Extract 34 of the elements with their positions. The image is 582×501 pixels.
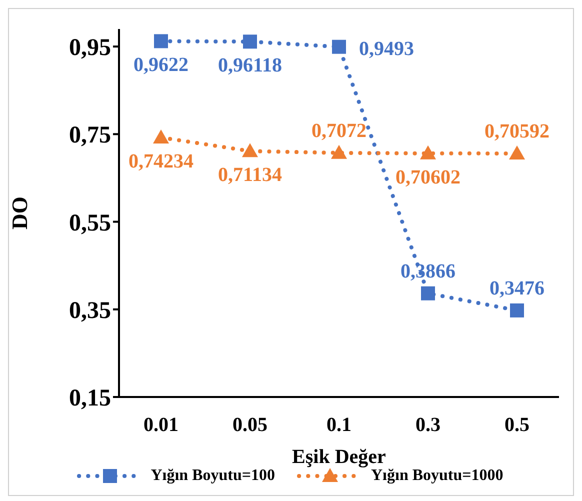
point: [332, 40, 346, 54]
y-tick-label: 0,75: [69, 122, 111, 149]
data-label: 0,70602: [396, 166, 460, 188]
data-label: 0,74234: [128, 150, 194, 172]
point: [242, 143, 258, 158]
x-tick-label: 0.01: [144, 414, 178, 436]
legend-label: Yığın Boyutu=1000: [371, 467, 504, 485]
point: [331, 144, 347, 159]
point: [510, 303, 524, 318]
y-tick-label: 0,55: [69, 210, 111, 236]
point: [509, 145, 525, 160]
data-label: 0,9493: [359, 38, 414, 60]
x-tick-label: 0.5: [504, 414, 530, 436]
x-tick-label: 0.3: [416, 414, 440, 436]
x-axis-title: Eşik Değer: [292, 446, 386, 468]
y-tick-label: 0,35: [69, 298, 111, 324]
y-axis-title: DO: [6, 196, 32, 230]
data-label: 0,3866: [400, 260, 456, 282]
legend-label: Yığın Boyutu=100: [150, 467, 275, 485]
point: [154, 34, 168, 48]
data-label: 0,70592: [484, 120, 550, 142]
point: [421, 286, 435, 300]
y-tick-label: 0,95: [69, 35, 111, 62]
point: [243, 34, 257, 49]
x-tick-label: 0.05: [232, 414, 268, 436]
data-label: 0,96118: [218, 54, 282, 77]
x-tick-label: 0.1: [326, 414, 352, 436]
point: [153, 130, 169, 144]
data-label: 0,7072: [312, 120, 366, 142]
data-label: 0,3476: [490, 277, 544, 300]
point: [420, 145, 436, 160]
data-label: 0,9622: [134, 54, 188, 76]
data-label: 0,71134: [218, 164, 282, 186]
y-tick-label: 0,15: [69, 386, 111, 412]
